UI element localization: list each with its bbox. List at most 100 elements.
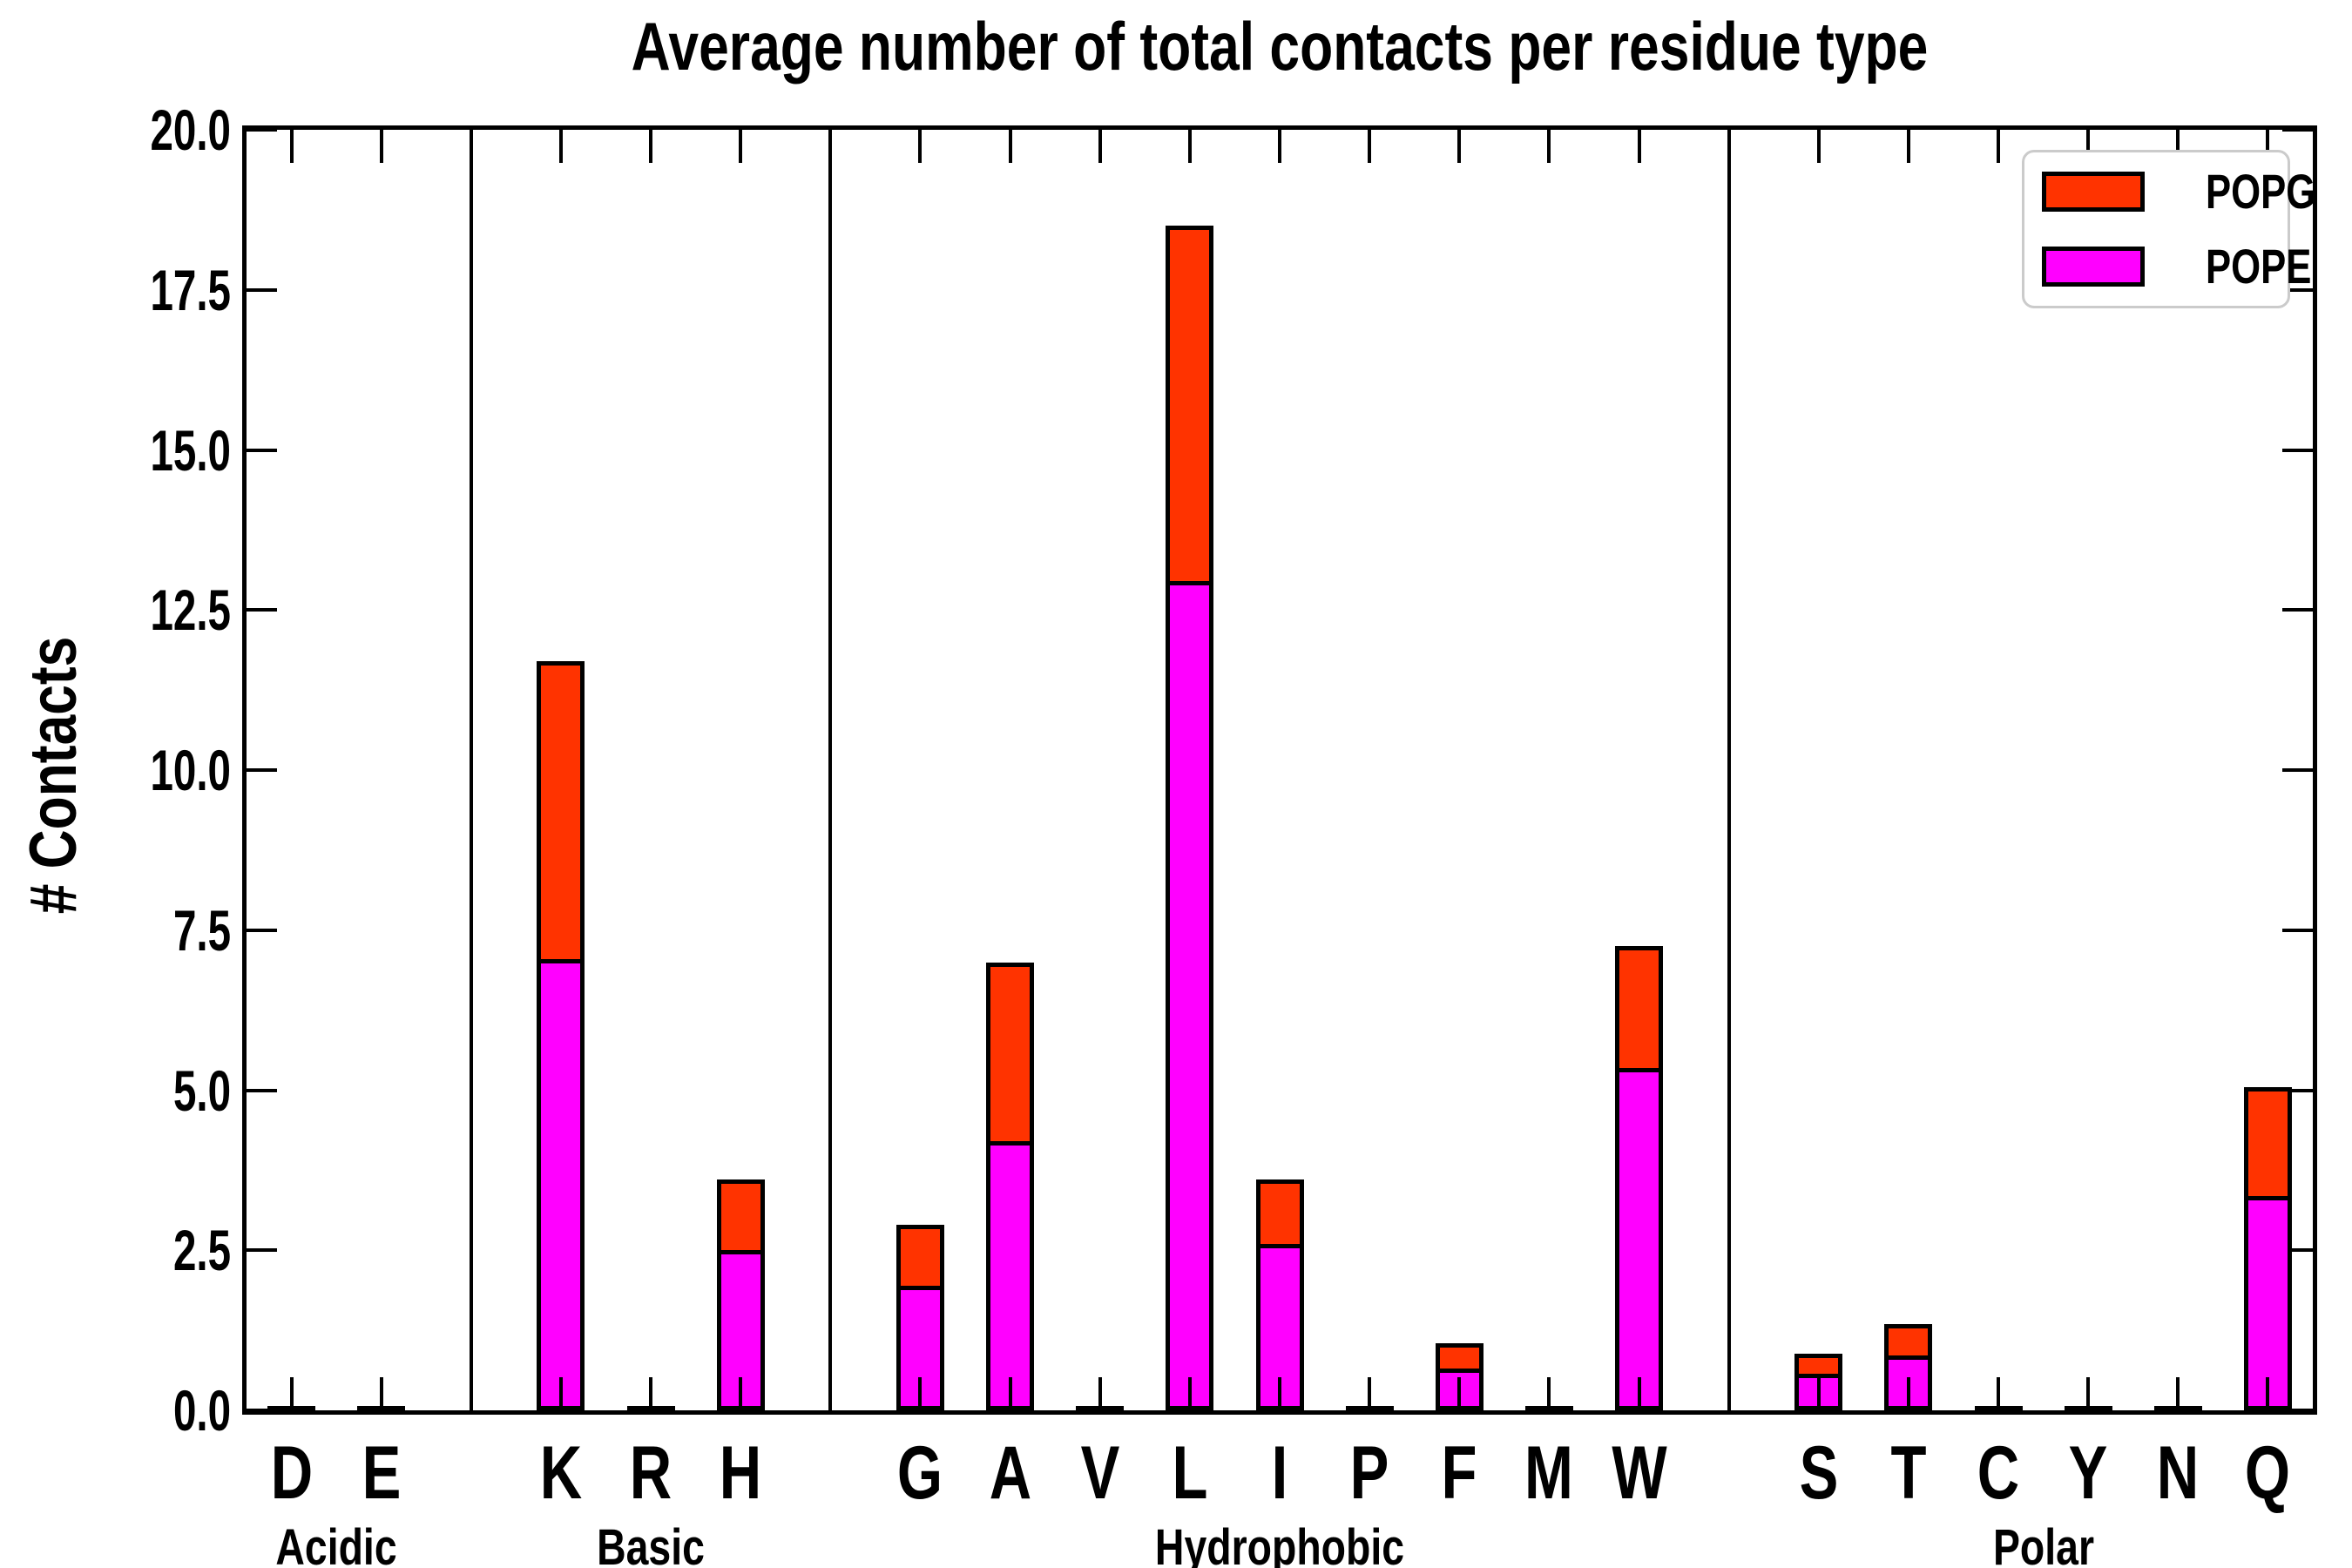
y-tick-label: 15.0	[150, 417, 231, 483]
y-tick-left	[247, 448, 277, 452]
x-tick-label-V: V	[1080, 1431, 1120, 1515]
y-tick-label: 12.5	[150, 578, 231, 643]
bar-G-popg	[896, 1224, 944, 1290]
y-tick-right	[2282, 1088, 2313, 1092]
x-tick-label-A: A	[989, 1431, 1031, 1515]
x-tick-top	[1816, 130, 1821, 163]
y-tick-label: 2.5	[172, 1218, 231, 1283]
x-tick-bottom	[1547, 1377, 1551, 1410]
x-tick-label-D: D	[270, 1431, 313, 1515]
x-tick-top	[2266, 130, 2270, 163]
y-tick-right	[2282, 608, 2313, 612]
x-tick-top	[379, 130, 383, 163]
group-separator	[469, 130, 473, 1410]
x-tick-bottom	[1278, 1377, 1281, 1410]
x-tick-label-R: R	[629, 1431, 672, 1515]
group-label-acidic: Acidic	[275, 1519, 397, 1568]
bar-H-popg	[716, 1179, 765, 1255]
y-tick-label: 5.0	[172, 1058, 231, 1123]
x-tick-label-P: P	[1349, 1431, 1389, 1515]
legend-label-pope: POPE	[2206, 239, 2312, 294]
y-tick-right	[2282, 768, 2313, 772]
bar-Q-popg	[2243, 1086, 2292, 1200]
x-tick-top	[2086, 130, 2091, 163]
x-tick-bottom	[918, 1377, 923, 1410]
x-tick-label-L: L	[1172, 1431, 1208, 1515]
bar-W-popg	[1615, 946, 1664, 1072]
x-tick-top	[739, 130, 743, 163]
x-tick-top	[1098, 130, 1102, 163]
y-tick-label: 20.0	[150, 98, 231, 162]
bar-F-popg	[1435, 1342, 1484, 1374]
x-tick-top	[1547, 130, 1551, 163]
chart-title: Average number of total contacts per res…	[631, 8, 1929, 84]
y-tick-left	[247, 287, 277, 292]
legend-swatch-popg	[2042, 172, 2145, 212]
legend: POPG POPE	[2022, 150, 2315, 308]
group-label-basic: Basic	[597, 1519, 705, 1568]
bar-Q-pope	[2243, 1195, 2292, 1410]
group-separator	[828, 130, 833, 1410]
y-tick-left	[247, 608, 277, 612]
x-tick-label-Y: Y	[2068, 1431, 2108, 1515]
x-tick-label-G: G	[897, 1431, 943, 1515]
y-tick-right	[2282, 1409, 2313, 1412]
x-tick-bottom	[2086, 1377, 2091, 1410]
x-tick-bottom	[649, 1377, 653, 1410]
x-tick-bottom	[1906, 1377, 1910, 1410]
bar-L-popg	[1166, 226, 1214, 586]
x-tick-bottom	[1187, 1377, 1192, 1410]
y-tick-right	[2282, 448, 2313, 452]
x-tick-label-N: N	[2157, 1431, 2200, 1515]
x-tick-bottom	[1637, 1377, 1641, 1410]
x-tick-top	[1637, 130, 1641, 163]
bar-W-pope	[1615, 1067, 1664, 1410]
x-tick-label-T: T	[1890, 1431, 1927, 1515]
bar-S-popg	[1794, 1354, 1843, 1379]
y-tick-right	[2282, 928, 2313, 932]
x-tick-label-E: E	[362, 1431, 402, 1515]
legend-row-pope: POPE	[2042, 242, 2311, 291]
y-tick-left	[247, 768, 277, 772]
x-tick-bottom	[2266, 1377, 2270, 1410]
x-tick-top	[1008, 130, 1012, 163]
y-tick-label: 17.5	[150, 257, 231, 322]
x-tick-top	[1457, 130, 1462, 163]
y-tick-label: 7.5	[172, 897, 231, 963]
x-tick-label-W: W	[1611, 1431, 1667, 1515]
x-tick-top	[1278, 130, 1281, 163]
group-separator	[1727, 130, 1731, 1410]
x-tick-bottom	[558, 1377, 563, 1410]
bar-A-pope	[986, 1141, 1035, 1410]
x-tick-top	[289, 130, 294, 163]
x-tick-label-S: S	[1799, 1431, 1839, 1515]
x-tick-bottom	[1008, 1377, 1012, 1410]
y-tick-right	[2282, 287, 2313, 292]
x-tick-bottom	[379, 1377, 383, 1410]
y-tick-right	[2282, 128, 2313, 132]
x-tick-top	[1997, 130, 2001, 163]
x-tick-top	[649, 130, 653, 163]
y-tick-right	[2282, 1248, 2313, 1253]
group-label-hydrophobic: Hydrophobic	[1154, 1519, 1405, 1568]
x-tick-label-C: C	[1977, 1431, 2020, 1515]
y-axis-label: # Contacts	[17, 636, 91, 915]
x-tick-label-F: F	[1441, 1431, 1477, 1515]
x-tick-bottom	[1457, 1377, 1462, 1410]
legend-label-popg: POPG	[2206, 164, 2316, 219]
y-tick-label: 10.0	[150, 738, 231, 802]
x-tick-top	[2176, 130, 2180, 163]
x-tick-bottom	[1997, 1377, 2001, 1410]
x-tick-bottom	[1816, 1377, 1821, 1410]
x-tick-bottom	[2176, 1377, 2180, 1410]
x-tick-top	[558, 130, 563, 163]
x-tick-bottom	[739, 1377, 743, 1410]
plot-area	[242, 125, 2317, 1415]
group-label-polar: Polar	[1992, 1519, 2094, 1568]
bar-K-popg	[537, 661, 585, 963]
y-tick-left	[247, 1088, 277, 1092]
y-tick-left	[247, 1409, 277, 1412]
bar-I-popg	[1255, 1179, 1304, 1248]
x-tick-label-M: M	[1524, 1431, 1574, 1515]
y-tick-label: 0.0	[172, 1378, 231, 1443]
